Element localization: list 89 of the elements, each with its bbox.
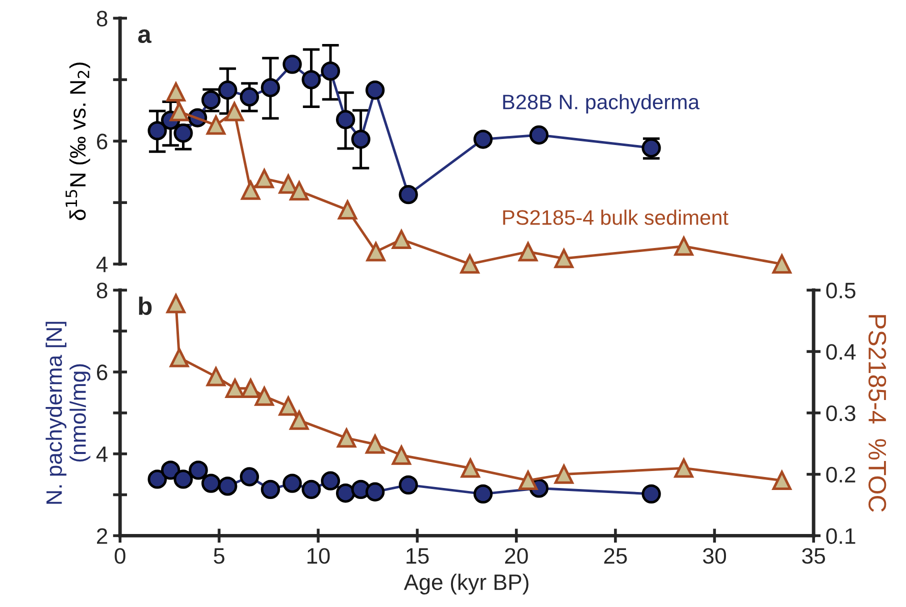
point xyxy=(166,294,186,314)
y-axis-title: N. pachyderma [N] (nmol/mg) xyxy=(46,322,90,504)
y2-tick-label: 0.5 xyxy=(826,282,856,298)
point xyxy=(290,410,309,430)
point xyxy=(170,102,189,122)
point xyxy=(336,428,356,448)
point xyxy=(674,458,694,478)
point xyxy=(206,367,226,386)
point xyxy=(338,200,358,220)
x-tick-label: 15 xyxy=(406,548,429,564)
point xyxy=(302,480,321,500)
point xyxy=(240,87,260,106)
point xyxy=(772,470,792,490)
point xyxy=(206,116,226,135)
point xyxy=(241,378,260,398)
point xyxy=(282,474,302,493)
y2-tick-label: 0.1 xyxy=(826,528,856,544)
point xyxy=(320,61,340,81)
point xyxy=(473,484,493,504)
point xyxy=(473,130,493,149)
point xyxy=(365,434,385,454)
point xyxy=(336,110,356,130)
point xyxy=(392,446,412,465)
point xyxy=(174,470,193,489)
y-tick-label: 6 xyxy=(97,364,108,380)
point xyxy=(518,242,538,262)
point xyxy=(772,254,792,274)
point xyxy=(241,180,260,200)
point xyxy=(674,236,694,256)
point xyxy=(518,470,538,490)
point xyxy=(336,484,356,503)
y-tick-label: 8 xyxy=(96,282,108,298)
x-tick-label: 20 xyxy=(505,548,528,564)
y2-tick-label: 0.3 xyxy=(826,405,856,422)
x-tick-label: 10 xyxy=(308,548,330,564)
point xyxy=(224,102,244,122)
point xyxy=(365,482,385,502)
point xyxy=(174,124,193,143)
y-tick-label: 4 xyxy=(96,446,108,462)
point xyxy=(170,348,189,368)
annotation: a xyxy=(138,29,152,44)
point xyxy=(398,475,418,495)
point xyxy=(201,474,221,493)
point xyxy=(554,464,574,484)
point xyxy=(460,254,480,274)
point xyxy=(320,471,340,490)
point xyxy=(529,125,549,145)
point xyxy=(642,484,661,504)
point xyxy=(366,242,386,262)
x-tick-label: 0 xyxy=(114,548,126,564)
point xyxy=(282,54,302,74)
y2-tick-label: 0.2 xyxy=(826,466,856,483)
point xyxy=(398,185,418,204)
annotation: b xyxy=(139,296,152,315)
point xyxy=(260,480,280,500)
point xyxy=(188,460,208,480)
point xyxy=(225,378,245,398)
x-tick-label: 5 xyxy=(214,548,224,564)
point xyxy=(365,80,385,100)
point xyxy=(218,80,238,100)
point xyxy=(148,470,167,489)
point xyxy=(554,248,574,268)
y-tick-label: 6 xyxy=(97,134,108,150)
point xyxy=(254,169,274,188)
x-tick-label: 35 xyxy=(802,548,826,564)
point xyxy=(278,396,298,416)
point xyxy=(290,181,309,200)
point xyxy=(148,121,167,140)
y-tick-label: 2 xyxy=(97,528,108,544)
y-axis-title: δ$^{15}$N (‰ vs. N$_{2}$) xyxy=(66,62,90,220)
point xyxy=(392,230,412,250)
point xyxy=(166,82,186,102)
x-axis-title: Age (kyr BP) xyxy=(404,574,528,594)
point xyxy=(302,70,321,90)
point xyxy=(460,458,480,478)
y2-tick-label: 0.4 xyxy=(826,344,856,360)
y2-axis-title: PS2185-4 %TOC xyxy=(868,315,886,512)
x-tick-label: 25 xyxy=(604,548,627,564)
point xyxy=(254,386,274,406)
point xyxy=(240,467,260,486)
y-tick-label: 4 xyxy=(96,256,108,272)
series-label: PS2185-4 bulk sediment xyxy=(503,210,728,225)
point xyxy=(218,476,238,496)
x-tick-label: 30 xyxy=(703,548,726,564)
series-label: B28B N. pachyderma xyxy=(503,94,700,114)
point xyxy=(160,460,180,480)
y-tick-label: 8 xyxy=(96,10,108,26)
point xyxy=(351,130,370,149)
point xyxy=(260,78,280,98)
